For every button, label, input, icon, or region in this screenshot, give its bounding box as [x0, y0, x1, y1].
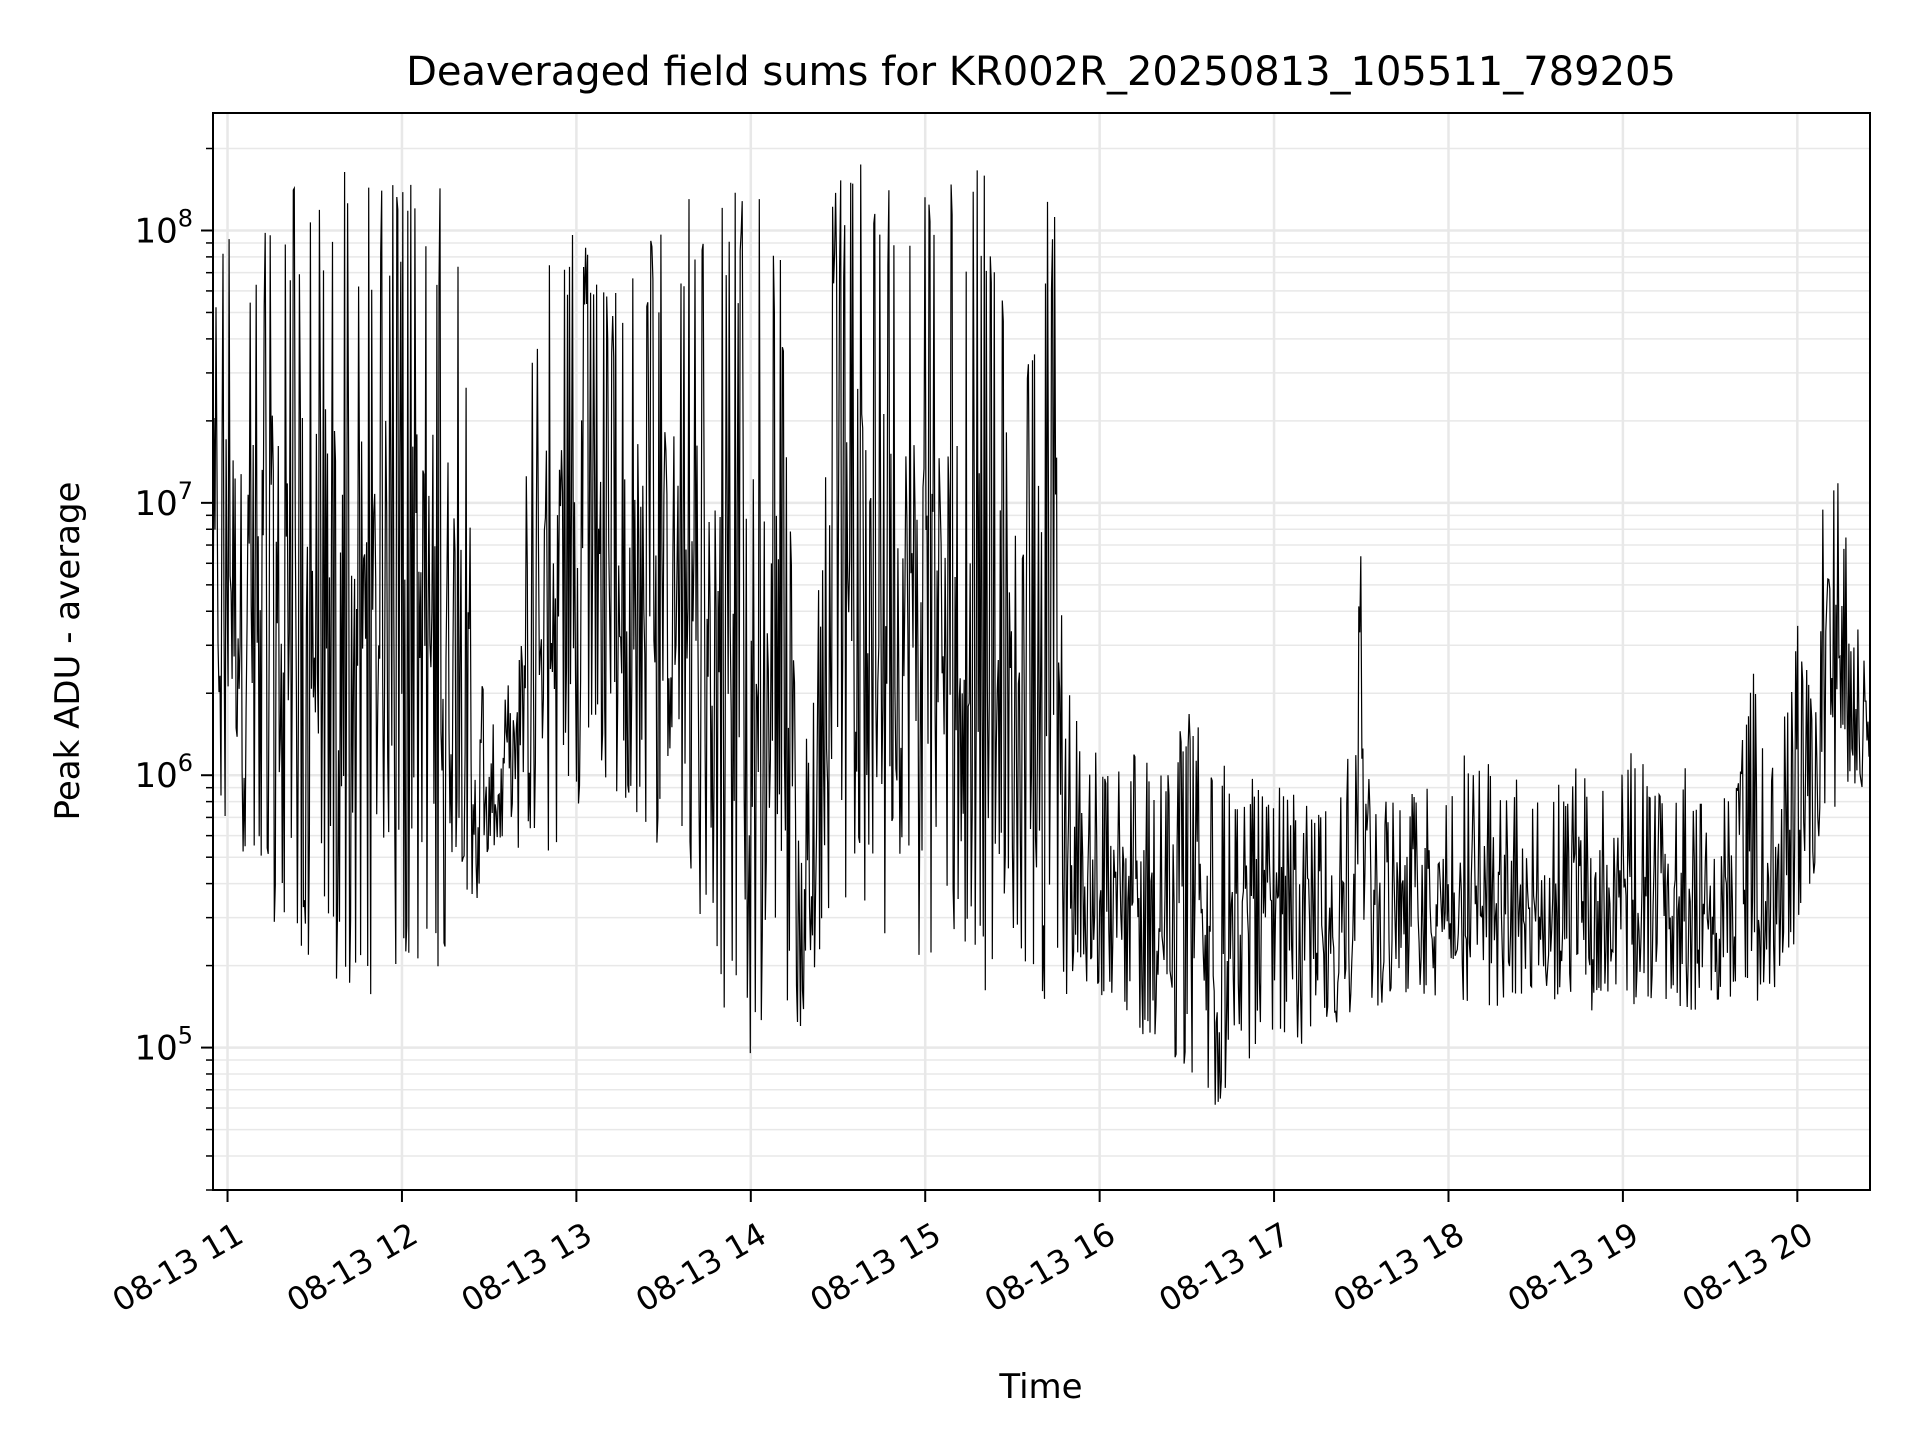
x-tick-label: 08-13 19: [1501, 1215, 1645, 1320]
chart-title: Deaveraged field sums for KR002R_2025081…: [406, 49, 1676, 95]
y-axis: 105 106 107 108: [134, 147, 213, 1191]
x-tick-label: 08-13 20: [1676, 1215, 1820, 1320]
y-axis-label: Peak ADU - average: [48, 482, 88, 821]
series-line: [213, 164, 1870, 1105]
x-tick-label: 08-13 15: [804, 1215, 948, 1320]
x-tick-label: 08-13 14: [629, 1215, 773, 1320]
x-tick-label: 08-13 18: [1327, 1215, 1471, 1320]
x-tick-label: 08-13 17: [1152, 1215, 1296, 1320]
x-tick-label: 08-13 11: [106, 1215, 250, 1320]
x-axis: 08-13 11 08-13 12 08-13 13 08-13 14 08-13 15…: [106, 1190, 1819, 1320]
y-tick-label: 107: [134, 477, 193, 524]
x-tick-label: 08-13 12: [280, 1215, 424, 1320]
y-tick-label: 106: [134, 749, 193, 796]
x-axis-label: Time: [998, 1367, 1082, 1407]
plot-frame: [212, 112, 1871, 1191]
x-tick-label: 08-13 13: [455, 1215, 599, 1320]
y-tick-label: 108: [134, 204, 193, 251]
x-tick-label: 08-13 16: [978, 1215, 1122, 1320]
y-tick-label: 105: [134, 1022, 193, 1069]
